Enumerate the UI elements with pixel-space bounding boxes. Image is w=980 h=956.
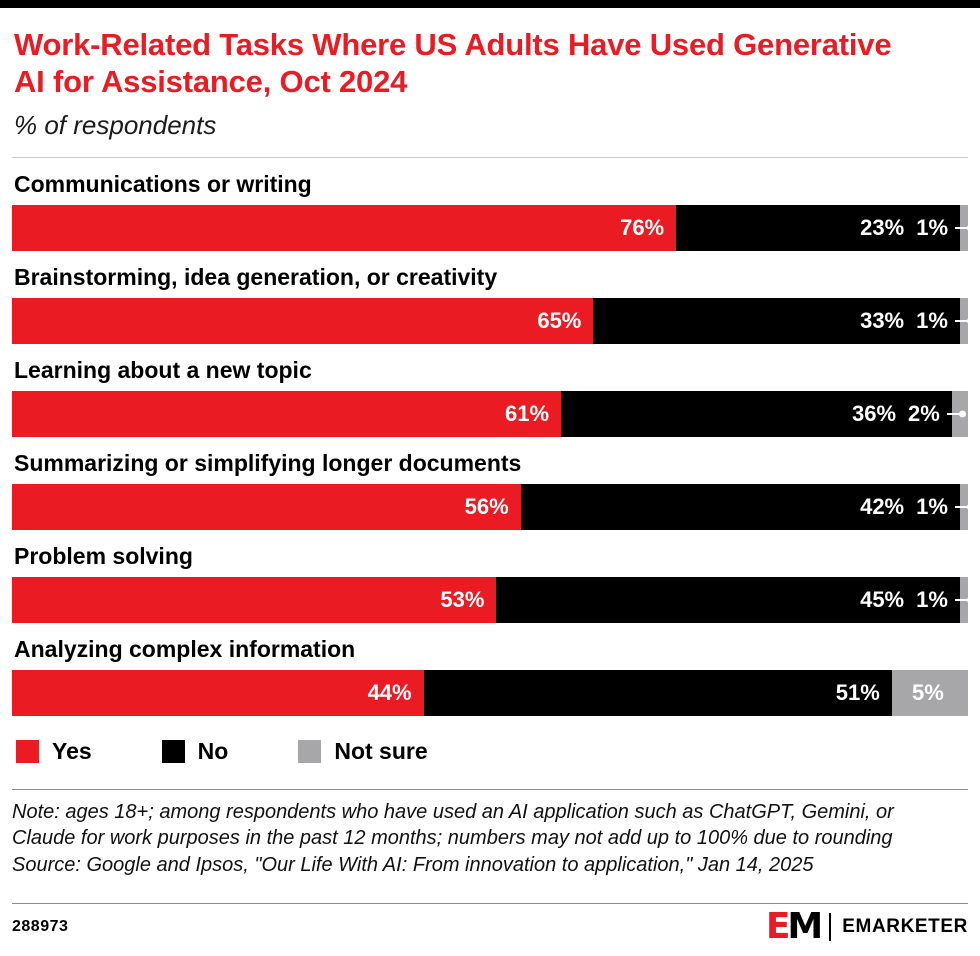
- chart-rows: Communications or writing 76% 23% 1% Brainst…: [12, 171, 969, 717]
- legend-item: No: [161, 738, 229, 765]
- brand-name: EMARKETER: [842, 916, 968, 937]
- footer-divider: [12, 903, 968, 904]
- legend-swatch-icon: [161, 740, 185, 764]
- bar-segment-yes: 65%: [12, 298, 594, 345]
- value-label: 1%: [916, 587, 948, 613]
- chart-id: 288973: [12, 918, 69, 935]
- category-label: Summarizing or simplifying longer docume…: [14, 450, 522, 477]
- chart-row: Summarizing or simplifying longer docume…: [12, 450, 969, 531]
- bar-segment-yes: 53%: [12, 577, 497, 624]
- chart-content: Work-Related Tasks Where US Adults Have …: [0, 26, 980, 878]
- bar-segment-yes: 76%: [12, 205, 677, 252]
- pointer-line-icon: [954, 320, 969, 323]
- value-label: 1%: [916, 494, 948, 520]
- bar-segment-no: 42% 1%: [520, 484, 969, 531]
- header-divider: [12, 157, 968, 159]
- pointer-line-icon: [946, 413, 961, 416]
- value-label: 61%: [505, 401, 550, 427]
- category-label: Learning about a new topic: [14, 357, 312, 384]
- value-label: 5%: [912, 680, 944, 706]
- value-label: 51%: [835, 680, 880, 706]
- category-label: Communications or writing: [14, 171, 312, 198]
- legend-swatch-icon: [16, 740, 39, 764]
- chart-row: Brainstorming, idea generation, or creat…: [12, 264, 969, 345]
- chart-row: Problem solving 53% 45% 1%: [12, 543, 969, 624]
- stacked-bar: 44% 51% 5%: [12, 670, 968, 717]
- brand-logo: EM EMARKETER: [766, 909, 968, 945]
- value-label: 44%: [367, 680, 412, 706]
- legend-swatch-icon: [298, 740, 322, 764]
- bar-segment-yes: 61%: [12, 391, 562, 438]
- stacked-bar: 53% 45% 1%: [12, 577, 969, 624]
- legend-label: Yes: [52, 738, 92, 765]
- pointer-line-icon: [955, 227, 969, 230]
- stacked-bar: 56% 42% 1%: [12, 484, 969, 531]
- stacked-bar: 65% 33% 1%: [12, 298, 969, 345]
- category-label: Analyzing complex information: [14, 636, 356, 663]
- chart-legend: Yes No Not sure: [16, 738, 968, 765]
- legend-label: Not sure: [334, 738, 428, 765]
- legend-item: Not sure: [298, 738, 428, 765]
- value-label: 56%: [464, 494, 509, 520]
- chart-subtitle: % of respondents: [14, 110, 217, 141]
- chart-title: Work-Related Tasks Where US Adults Have …: [14, 27, 892, 100]
- value-label: 76%: [620, 215, 665, 241]
- value-label: 36%: [852, 401, 897, 427]
- em-monogram-icon: EM: [765, 906, 823, 947]
- bar-segment-no: 51%: [423, 670, 892, 717]
- top-black-bar: [0, 0, 980, 8]
- value-label: 42%: [860, 494, 905, 520]
- value-label: 65%: [537, 308, 582, 334]
- value-label: 1%: [916, 308, 948, 334]
- value-label: 45%: [860, 587, 905, 613]
- legend-label: No: [197, 738, 229, 765]
- bar-segment-no: 23% 1%: [676, 205, 969, 252]
- chart-row: Analyzing complex information 44% 51% 5%: [12, 636, 968, 717]
- bar-segment-yes: 56%: [12, 484, 521, 531]
- footnote-block: Note: ages 18+; among respondents who ha…: [12, 799, 962, 878]
- pointer-line-icon: [954, 599, 969, 602]
- footer: 288973 EM EMARKETER: [12, 903, 968, 950]
- bar-segment-no: 33% 1%: [593, 298, 969, 345]
- pointer-line-icon: [954, 506, 969, 509]
- source-text: Source: Google and Ipsos, "Our Life With…: [12, 854, 814, 877]
- bar-segment-no: 36% 2%: [561, 391, 961, 438]
- bar-segment-yes: 44%: [12, 670, 424, 717]
- stacked-bar: 76% 23% 1%: [12, 205, 969, 252]
- value-label: 53%: [440, 587, 485, 613]
- value-label: 2%: [908, 401, 940, 427]
- bar-segment-notsure: 5%: [891, 670, 968, 717]
- legend-item: Yes: [16, 738, 92, 765]
- note-text: Note: ages 18+; among respondents who ha…: [12, 801, 894, 850]
- stacked-bar: 61% 36% 2%: [12, 391, 968, 438]
- category-label: Brainstorming, idea generation, or creat…: [14, 264, 498, 291]
- bar-segment-no: 45% 1%: [496, 577, 969, 624]
- value-label: 1%: [916, 215, 948, 241]
- chart-row: Communications or writing 76% 23% 1%: [12, 171, 969, 252]
- value-label: 23%: [860, 215, 905, 241]
- chart-row: Learning about a new topic 61% 36% 2%: [12, 357, 968, 438]
- brand-separator: [829, 913, 832, 941]
- value-label: 33%: [860, 308, 905, 334]
- category-label: Problem solving: [14, 543, 193, 570]
- note-divider: [12, 789, 968, 791]
